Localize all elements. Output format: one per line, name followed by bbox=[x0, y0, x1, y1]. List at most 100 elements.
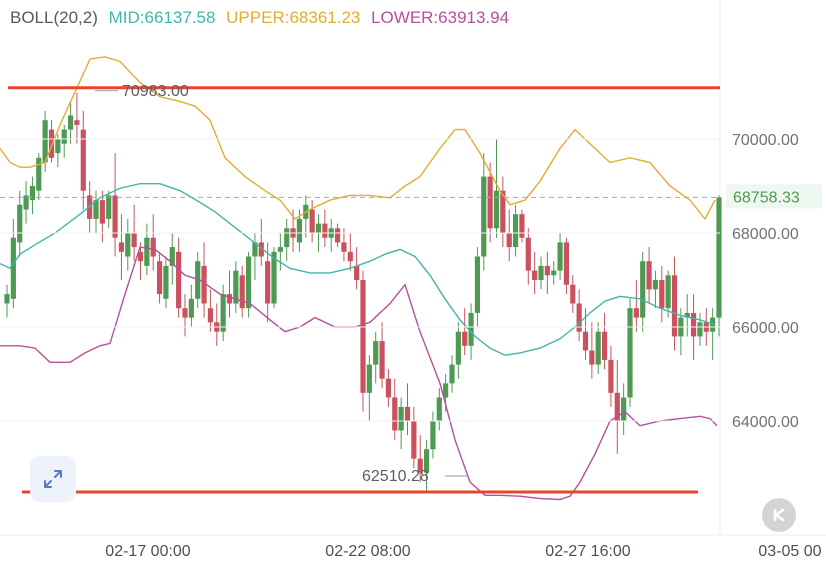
candle-body bbox=[436, 397, 442, 421]
down-candle bbox=[570, 275, 576, 313]
indicator-name: BOLL(20,2) bbox=[10, 8, 98, 27]
candle-body bbox=[563, 242, 570, 285]
up-candle bbox=[684, 294, 690, 337]
lower-value: LOWER:63913.94 bbox=[371, 8, 510, 27]
time-tick-label: 02-22 08:00 bbox=[325, 543, 411, 560]
up-candle bbox=[29, 176, 36, 215]
candle-body bbox=[373, 341, 379, 365]
candle-body bbox=[322, 223, 328, 238]
up-candle bbox=[436, 388, 442, 431]
candle-body bbox=[449, 364, 455, 384]
current-price-tag bbox=[726, 184, 822, 209]
expand-arrows-icon bbox=[44, 470, 62, 488]
down-candle bbox=[525, 228, 531, 285]
candle-body bbox=[48, 129, 55, 158]
expand-chart-button[interactable] bbox=[30, 456, 76, 502]
high-price-label: 70983.00 bbox=[122, 83, 189, 100]
price-tick-label: 64000.00 bbox=[732, 414, 799, 431]
down-candle bbox=[48, 120, 55, 163]
candle-body bbox=[570, 284, 576, 304]
candle-body bbox=[684, 312, 690, 318]
candle-body bbox=[188, 298, 194, 318]
down-candle bbox=[322, 209, 328, 248]
down-candle bbox=[214, 303, 220, 346]
candle-body bbox=[392, 397, 398, 431]
up-candle bbox=[716, 195, 722, 337]
candle-body bbox=[671, 275, 678, 337]
down-candle bbox=[411, 406, 417, 468]
candle-body bbox=[601, 331, 608, 360]
down-candle bbox=[74, 92, 80, 144]
candle-body bbox=[23, 195, 29, 210]
candle-body bbox=[532, 270, 538, 280]
candle-body bbox=[296, 218, 303, 243]
time-tick-label: 03-05 00 bbox=[758, 543, 821, 560]
price-tick-label: 70000.00 bbox=[732, 132, 799, 149]
down-candle bbox=[201, 242, 207, 318]
down-candle bbox=[563, 237, 570, 295]
down-candle bbox=[112, 153, 118, 257]
candle-body bbox=[710, 317, 716, 332]
candle-body bbox=[659, 280, 665, 309]
candle-body bbox=[42, 120, 48, 163]
candle-body bbox=[169, 247, 175, 266]
upper-value: UPPER:68361.23 bbox=[226, 8, 361, 27]
down-candle bbox=[500, 176, 506, 248]
candle-body bbox=[481, 176, 487, 257]
candle-body bbox=[10, 237, 16, 299]
candle-body bbox=[29, 186, 36, 201]
up-candle bbox=[373, 331, 379, 384]
up-candle bbox=[233, 261, 239, 313]
lower-band-line bbox=[0, 246, 718, 501]
candle-body bbox=[315, 223, 322, 233]
down-candle bbox=[614, 359, 620, 454]
candle-body bbox=[182, 308, 188, 318]
down-candle bbox=[258, 218, 264, 266]
up-candle bbox=[430, 411, 436, 459]
up-candle bbox=[169, 233, 175, 285]
candle-body bbox=[640, 261, 646, 318]
candle-body bbox=[716, 197, 722, 318]
candle-body bbox=[245, 256, 252, 309]
candle-body bbox=[144, 237, 150, 266]
up-candle bbox=[284, 218, 290, 262]
candle-body bbox=[354, 265, 360, 280]
candle-body bbox=[61, 129, 67, 144]
current-price-label: 68758.33 bbox=[733, 189, 800, 206]
down-candle bbox=[671, 256, 678, 351]
candle-body bbox=[36, 157, 42, 191]
down-candle bbox=[506, 209, 512, 262]
candle-body bbox=[17, 204, 23, 243]
up-candle bbox=[4, 284, 10, 318]
down-candle bbox=[176, 237, 182, 318]
up-candle bbox=[303, 195, 309, 238]
time-tick-label: 02-17 00:00 bbox=[105, 543, 191, 560]
candle-body bbox=[417, 458, 423, 473]
candle-body bbox=[360, 280, 366, 393]
down-candle bbox=[309, 200, 315, 243]
up-candle bbox=[17, 190, 23, 257]
down-candle bbox=[334, 223, 341, 248]
down-candle bbox=[576, 289, 582, 342]
candle-body bbox=[557, 242, 563, 271]
down-candle bbox=[118, 214, 125, 280]
collapse-k-button[interactable] bbox=[762, 498, 796, 532]
candle-body bbox=[137, 251, 144, 262]
candle-body bbox=[633, 308, 639, 318]
up-candle bbox=[366, 355, 372, 421]
up-candle bbox=[710, 308, 716, 360]
candle-body bbox=[690, 312, 697, 337]
candle-body bbox=[156, 261, 163, 295]
up-candle bbox=[398, 397, 404, 450]
up-candle bbox=[481, 153, 487, 271]
candle-body bbox=[150, 237, 156, 257]
candle-body bbox=[207, 308, 214, 323]
up-candle bbox=[23, 181, 29, 224]
up-candle bbox=[61, 124, 67, 158]
candle-body bbox=[220, 294, 226, 332]
candle-body bbox=[379, 341, 385, 379]
candle-body bbox=[80, 129, 86, 191]
candle-body bbox=[582, 331, 589, 351]
down-candle bbox=[519, 209, 525, 243]
